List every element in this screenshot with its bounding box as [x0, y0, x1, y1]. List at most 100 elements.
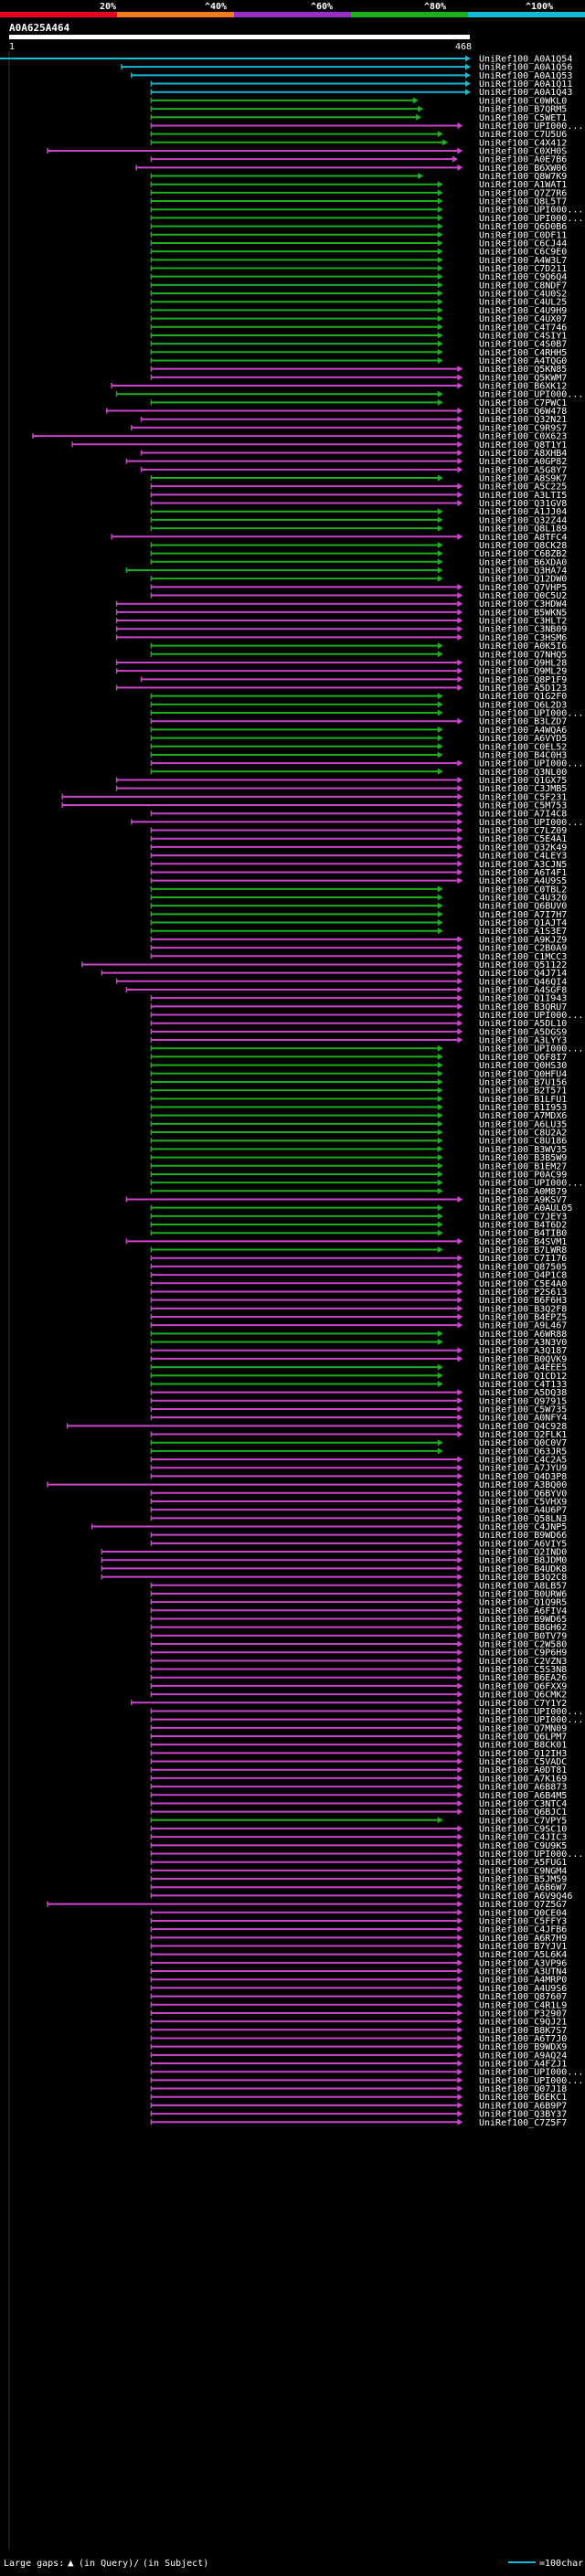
- hit-arrow-9: [437, 131, 443, 138]
- hit-arrow-183: [457, 1590, 463, 1597]
- hit-arrow-175: [457, 1523, 463, 1530]
- hit-arrow-231: [457, 1993, 463, 2000]
- hit-arrow-0: [465, 55, 471, 62]
- hit-arrow-182: [457, 1582, 463, 1589]
- hit-arrow-75: [457, 684, 463, 691]
- hit-label-19: UniRef100_UPI000...: [479, 214, 583, 224]
- hit-arrow-150: [457, 1313, 463, 1320]
- hit-arrow-230: [457, 1984, 463, 1991]
- hit-label-62: UniRef100_Q12DW0: [479, 575, 567, 585]
- hit-label-191: UniRef100_C2VZN3: [479, 1657, 567, 1667]
- hit-label-63: UniRef100_Q7VHP5: [479, 583, 567, 593]
- hit-arrow-216: [457, 1867, 463, 1874]
- identity-scale-segment-3: [351, 12, 469, 17]
- hit-arrow-86: [457, 776, 463, 783]
- hit-label-113: UniRef100_B3QRU7: [479, 1002, 567, 1012]
- hit-label-186: UniRef100_B9WD65: [479, 1615, 567, 1625]
- hit-label-161: UniRef100_C5W735: [479, 1405, 567, 1415]
- hit-arrow-162: [457, 1414, 463, 1421]
- hit-label-12: UniRef100_A0E7B6: [479, 155, 567, 165]
- hit-arrow-154: [457, 1347, 463, 1354]
- hit-label-167: UniRef100_C4C2A5: [479, 1456, 567, 1466]
- hit-arrow-47: [457, 449, 463, 456]
- hit-label-203: UniRef100_C5VADC: [479, 1757, 567, 1767]
- hit-label-165: UniRef100_Q0C0V7: [479, 1438, 567, 1448]
- hit-arrow-168: [457, 1464, 463, 1471]
- hit-arrow-199: [457, 1724, 463, 1732]
- hit-label-14: UniRef100_Q8W7K9: [479, 172, 567, 182]
- hit-label-164: UniRef100_Q2FLK1: [479, 1430, 567, 1440]
- hit-arrow-159: [457, 1389, 463, 1396]
- hit-arrow-226: [457, 1951, 463, 1958]
- query-bar: [9, 35, 470, 39]
- hit-arrow-151: [457, 1321, 463, 1329]
- hit-label-120: UniRef100_Q0HS30: [479, 1061, 567, 1071]
- hit-arrow-89: [457, 801, 463, 809]
- hit-arrow-139: [437, 1221, 443, 1228]
- hit-label-124: UniRef100_B1LFU1: [479, 1095, 567, 1105]
- hit-arrow-23: [437, 248, 443, 255]
- hit-arrow-149: [457, 1305, 463, 1312]
- hit-arrow-140: [437, 1229, 443, 1236]
- hit-arrow-43: [457, 416, 463, 423]
- hit-arrow-229: [457, 1976, 463, 1983]
- hit-label-184: UniRef100_Q1Q9R5: [479, 1598, 567, 1608]
- hit-arrow-218: [457, 1883, 463, 1891]
- hit-label-9: UniRef100_C7U5U6: [479, 130, 567, 140]
- hit-label-236: UniRef100_A6T7J0: [479, 2034, 567, 2044]
- hit-label-47: UniRef100_A8XHB4: [479, 449, 567, 459]
- hit-arrow-148: [457, 1297, 463, 1304]
- hit-arrow-21: [437, 231, 443, 239]
- hit-arrow-189: [457, 1640, 463, 1648]
- hit-label-138: UniRef100_C7JEY3: [479, 1212, 567, 1222]
- hit-label-40: UniRef100_UPI000...: [479, 390, 583, 400]
- hit-label-75: UniRef100_A5D123: [479, 684, 567, 694]
- hit-label-82: UniRef100_C0EL52: [479, 742, 567, 752]
- hit-label-16: UniRef100_Q7Z7R6: [479, 188, 567, 198]
- hit-arrow-8: [457, 122, 463, 129]
- hit-label-60: UniRef100_B6XDA0: [479, 557, 567, 567]
- hit-label-83: UniRef100_B4C0H3: [479, 750, 567, 760]
- hit-label-132: UniRef100_B1EM27: [479, 1161, 567, 1171]
- hit-label-226: UniRef100_A5L6K4: [479, 1950, 567, 1960]
- hit-arrow-131: [437, 1154, 443, 1161]
- hit-label-13: UniRef100_B6XW06: [479, 164, 567, 174]
- hit-arrow-211: [457, 1825, 463, 1832]
- hit-label-170: UniRef100_A3BQ00: [479, 1480, 567, 1490]
- hit-arrow-91: [457, 818, 463, 825]
- hit-arrow-128: [437, 1129, 443, 1136]
- hit-arrow-38: [457, 374, 463, 381]
- hit-label-111: UniRef100_A4SGF8: [479, 985, 567, 995]
- hit-label-114: UniRef100_UPI000...: [479, 1011, 583, 1021]
- hit-arrow-166: [437, 1447, 443, 1455]
- legend-in-subject: (in Subject): [143, 2559, 208, 2569]
- hit-label-51: UniRef100_A5C225: [479, 482, 567, 493]
- hit-label-215: UniRef100_A5FUG1: [479, 1858, 567, 1868]
- hit-label-128: UniRef100_C8U2A2: [479, 1129, 567, 1139]
- hit-arrow-28: [437, 290, 443, 297]
- hit-arrow-63: [457, 583, 463, 590]
- hit-label-102: UniRef100_A7I7H7: [479, 910, 567, 920]
- hit-arrow-46: [457, 440, 463, 448]
- hit-label-17: UniRef100_Q8L5T7: [479, 197, 567, 207]
- hit-arrow-167: [457, 1456, 463, 1463]
- hit-arrow-11: [457, 147, 463, 154]
- hit-label-207: UniRef100_A6B4M5: [479, 1791, 567, 1801]
- hit-arrow-194: [457, 1682, 463, 1690]
- hit-label-224: UniRef100_A6R7H9: [479, 1934, 567, 1944]
- hit-label-50: UniRef100_A8S9K7: [479, 474, 567, 484]
- hit-arrow-196: [457, 1699, 463, 1706]
- hit-arrow-187: [457, 1624, 463, 1631]
- hit-label-196: UniRef100_C7Y1Y2: [479, 1699, 567, 1709]
- hit-arrow-57: [457, 533, 463, 540]
- hit-label-54: UniRef100_A1JJ04: [479, 507, 567, 517]
- hit-arrow-66: [457, 609, 463, 616]
- hit-arrow-62: [437, 575, 443, 582]
- hit-arrow-130: [437, 1145, 443, 1152]
- hit-arrow-85: [437, 768, 443, 775]
- hit-arrow-217: [457, 1875, 463, 1882]
- hit-label-194: UniRef100_Q6FXX9: [479, 1681, 567, 1691]
- hit-arrow-190: [457, 1648, 463, 1656]
- hit-label-228: UniRef100_A3UTN4: [479, 1967, 567, 1977]
- hit-label-237: UniRef100_B9WDX9: [479, 2042, 567, 2052]
